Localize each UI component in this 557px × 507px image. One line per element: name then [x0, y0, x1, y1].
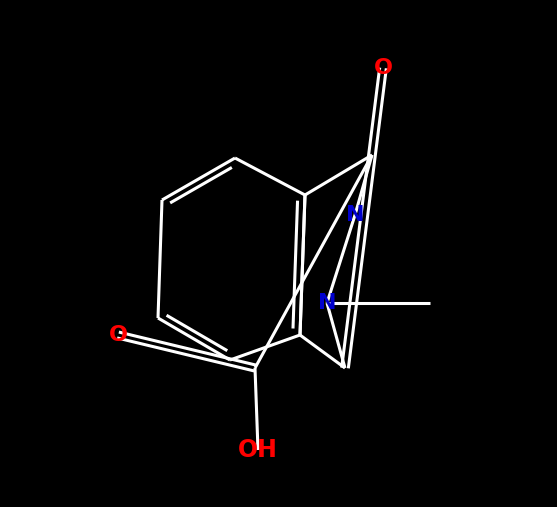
Text: O: O: [374, 58, 393, 78]
Text: O: O: [109, 325, 128, 345]
Text: N: N: [317, 293, 336, 313]
Text: N: N: [346, 205, 364, 225]
Text: OH: OH: [238, 438, 278, 462]
